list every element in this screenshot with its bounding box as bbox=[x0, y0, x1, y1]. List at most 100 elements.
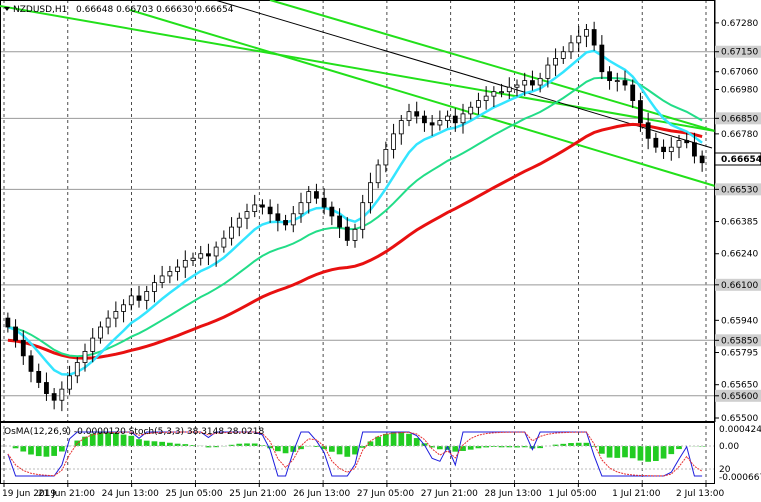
osma-bar bbox=[275, 446, 281, 452]
osma-bar bbox=[182, 444, 189, 446]
candle-body bbox=[44, 382, 49, 394]
osma-bar bbox=[105, 432, 111, 446]
candle-body bbox=[144, 291, 150, 301]
price-tick-label: 0.66530 bbox=[721, 185, 758, 195]
candle-body bbox=[684, 140, 690, 144]
osma-bar bbox=[429, 446, 435, 448]
osma-bar bbox=[329, 446, 335, 452]
osma-bar bbox=[174, 443, 181, 446]
candle-body bbox=[344, 226, 350, 241]
indicator-axis-max: 0.0004241 bbox=[719, 425, 761, 435]
candle-body bbox=[599, 44, 605, 73]
time-tick-label: 28 Jun 13:00 bbox=[485, 489, 542, 499]
candle-body bbox=[213, 246, 219, 257]
osma-bar bbox=[467, 446, 474, 450]
candle-body bbox=[699, 155, 705, 164]
osma-bar bbox=[622, 446, 628, 458]
time-tick-label: 27 Jun 21:00 bbox=[421, 489, 478, 499]
osma-bar bbox=[35, 446, 42, 457]
candle-body bbox=[468, 106, 474, 115]
candle-body bbox=[545, 64, 551, 79]
candle-body bbox=[661, 146, 666, 153]
osma-bar bbox=[460, 446, 466, 451]
candle-body bbox=[229, 226, 234, 239]
price-gridlines bbox=[1, 51, 714, 397]
candle-body bbox=[668, 146, 674, 153]
candle-body bbox=[20, 339, 26, 357]
osma-bar bbox=[143, 440, 150, 446]
channel-upper-line bbox=[0, 5, 716, 132]
candle-body bbox=[375, 164, 381, 184]
price-tick-label: 0.66980 bbox=[721, 85, 758, 95]
candle-body bbox=[105, 317, 111, 328]
osma-bar bbox=[398, 432, 405, 446]
candle-body bbox=[221, 237, 227, 248]
chart-header: NZDUSD,H1 0.66648 0.66703 0.66630 0.6665… bbox=[4, 5, 234, 15]
candle-body bbox=[422, 115, 427, 124]
time-tick-label: 19 Jun 2019 bbox=[2, 489, 56, 499]
osma-bar bbox=[28, 446, 34, 455]
candle-body bbox=[460, 113, 466, 124]
osma-bar bbox=[136, 439, 142, 446]
price-axis: 0.67280 0.67150 0.67060 0.66980 0.66850 0.667… bbox=[714, 0, 761, 424]
candle-body bbox=[113, 311, 119, 319]
osma-bar bbox=[653, 446, 659, 461]
candle-body bbox=[530, 80, 535, 86]
candle-body bbox=[90, 337, 96, 352]
candle-body bbox=[630, 84, 636, 101]
osma-bar bbox=[560, 443, 567, 446]
time-tick-label: 25 Jun 05:00 bbox=[165, 489, 222, 499]
osma-bar bbox=[375, 436, 381, 446]
candle-body bbox=[638, 100, 643, 124]
indicator-label: OsMA(12,26,9) -0.0000120 Stoch(5,3,3) 38… bbox=[4, 427, 264, 437]
time-tick-label: 1 Jul 21:00 bbox=[612, 489, 661, 499]
osma-bar bbox=[645, 446, 651, 462]
osma-bar bbox=[552, 444, 559, 446]
osma-bar bbox=[282, 446, 289, 454]
osma-bar bbox=[151, 441, 158, 446]
ema-fast-line bbox=[7, 49, 703, 376]
osma-bar bbox=[89, 433, 96, 446]
candle-body bbox=[128, 295, 134, 306]
osma-bar bbox=[383, 433, 389, 446]
osma-bar bbox=[313, 446, 320, 447]
current-price-label: 0.66654 bbox=[721, 155, 761, 165]
indicator-axis-zero: 0.00 bbox=[719, 442, 739, 452]
price-tick-label: 0.66385 bbox=[721, 218, 758, 228]
candle-body bbox=[653, 137, 659, 148]
candle-body bbox=[298, 202, 304, 215]
indicator-axis-min: -0.000667 bbox=[719, 473, 761, 483]
price-tick-label: 0.67280 bbox=[721, 19, 758, 29]
candle-body bbox=[398, 120, 404, 135]
candle-body bbox=[676, 140, 682, 148]
candle-body bbox=[437, 120, 443, 126]
current-price-marker: 0.66654 bbox=[714, 152, 761, 166]
candle-body bbox=[591, 29, 597, 46]
osma-bar bbox=[668, 446, 675, 455]
candle-body bbox=[445, 115, 450, 121]
candle-body bbox=[584, 29, 589, 37]
candle-body bbox=[506, 86, 512, 93]
osma-bar bbox=[359, 446, 366, 448]
candle-body bbox=[190, 257, 196, 261]
candle-body bbox=[152, 282, 157, 292]
candle-body bbox=[645, 122, 651, 139]
price-level-box bbox=[715, 334, 761, 347]
osma-bar bbox=[82, 436, 88, 446]
osma-bar bbox=[483, 446, 489, 448]
time-tick-label: 25 Jun 21:00 bbox=[229, 489, 286, 499]
osma-bar bbox=[406, 433, 412, 446]
osma-bar bbox=[352, 446, 358, 455]
osma-bar bbox=[498, 446, 505, 448]
candle-body bbox=[51, 393, 57, 401]
price-tick-label: 0.65650 bbox=[721, 381, 758, 391]
osma-bar bbox=[51, 446, 57, 456]
price-level-box bbox=[715, 389, 761, 402]
osma-bar bbox=[514, 446, 520, 448]
candle-body bbox=[136, 295, 142, 301]
candle-body bbox=[514, 84, 520, 88]
ema-slow-line bbox=[7, 122, 703, 360]
candle-body bbox=[321, 197, 327, 208]
